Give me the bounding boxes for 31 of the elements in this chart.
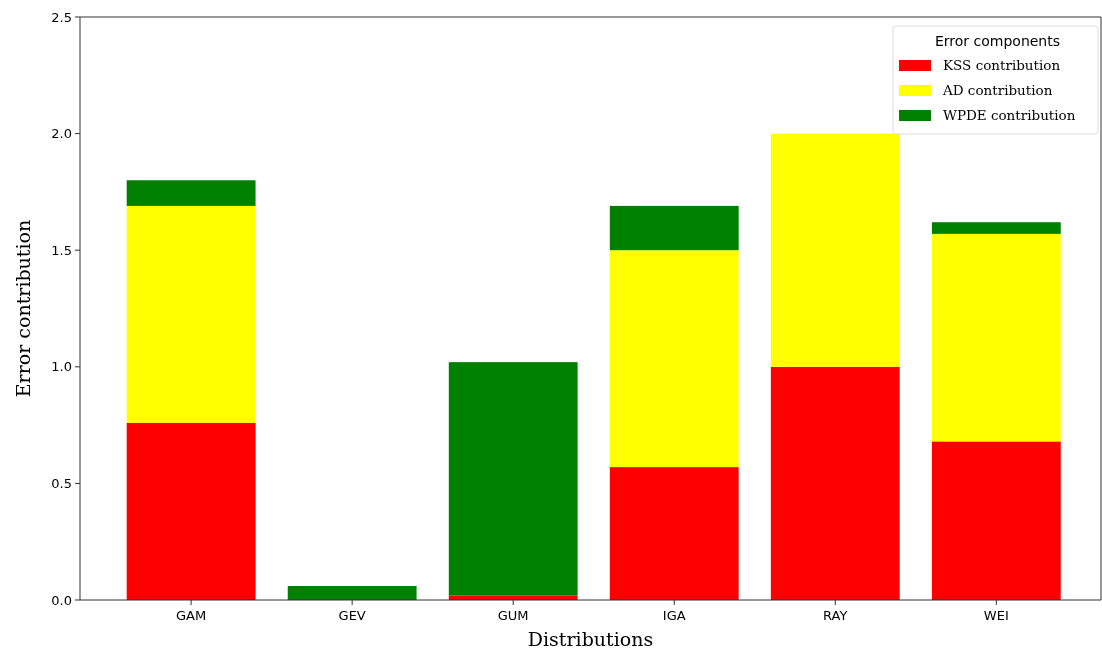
bar — [609, 250, 739, 468]
bar — [931, 233, 1061, 442]
bar — [609, 205, 739, 251]
bar — [931, 222, 1061, 234]
x-tick-label: RAY — [823, 608, 848, 623]
bar — [770, 366, 900, 600]
y-tick-label: 0.0 — [51, 592, 72, 608]
bar — [609, 467, 739, 600]
y-axis-title: Error contribution — [12, 219, 34, 398]
x-tick-label: GUM — [497, 608, 529, 623]
bar — [448, 362, 578, 596]
bar — [126, 422, 256, 600]
y-tick-label: 0.5 — [51, 475, 72, 491]
y-tick-label: 1.0 — [51, 359, 72, 375]
y-tick-label: 2.5 — [51, 9, 72, 25]
y-tick-label: 1.5 — [51, 242, 72, 258]
x-tick-label: IGA — [662, 608, 686, 623]
legend-label: AD contribution — [942, 82, 1053, 98]
x-axis-title: Distributions — [527, 628, 654, 650]
x-tick-label: GEV — [338, 608, 366, 623]
x-tick-label: GAM — [176, 608, 207, 623]
legend-label: WPDE contribution — [943, 107, 1076, 123]
y-tick-label: 2.0 — [51, 126, 72, 142]
bar — [770, 133, 900, 367]
legend-label: KSS contribution — [943, 57, 1061, 73]
bar — [287, 586, 417, 600]
bar — [931, 441, 1061, 600]
x-tick-label: WEI — [983, 608, 1009, 623]
bar — [126, 180, 256, 206]
bar — [126, 205, 256, 423]
legend-title: Error components — [934, 33, 1061, 49]
